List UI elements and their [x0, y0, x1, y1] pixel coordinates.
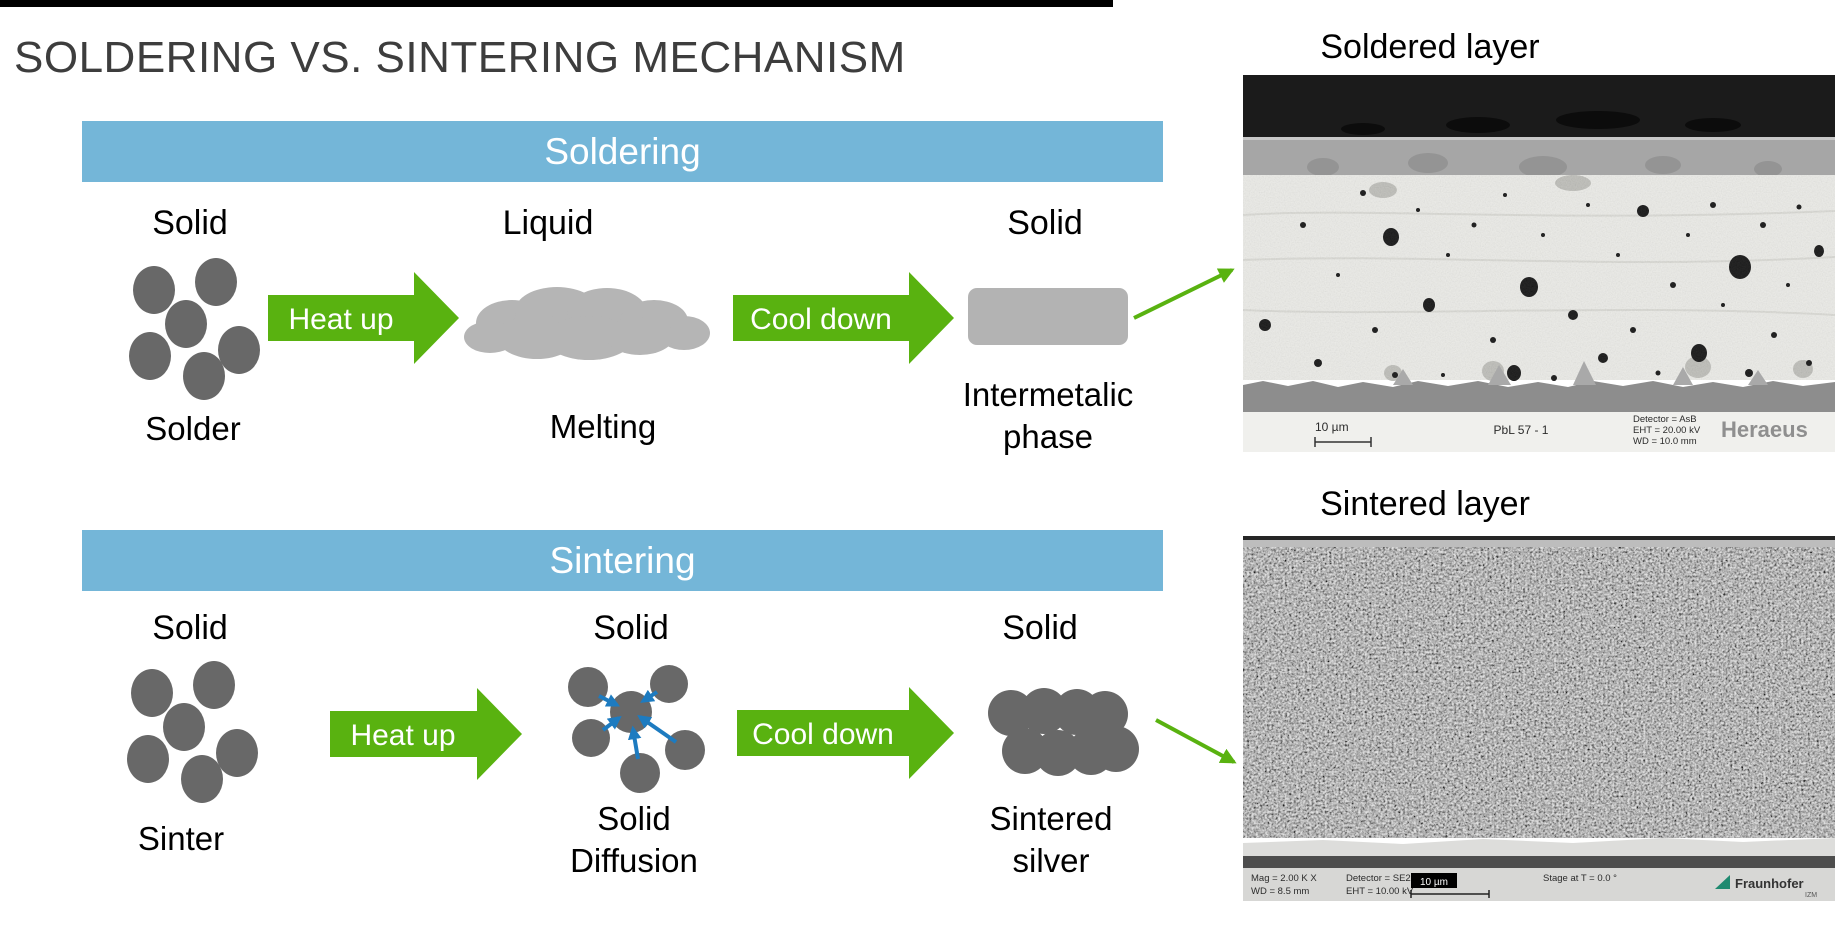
soldering-state-solid-1: Solid: [152, 204, 228, 242]
cool-down-arrow-sintering: Cool down: [737, 687, 954, 779]
sintering-caption-solid-diffusion: Solid Diffusion: [570, 800, 698, 879]
pointer-arrow-to-soldered: [1133, 268, 1235, 320]
sintering-state-solid-2: Solid: [593, 609, 669, 647]
sintering-state-solid-3: Solid: [1002, 609, 1078, 647]
sintered-silver-icon: [988, 688, 1139, 776]
soldered-sample-label: PbL 57 - 1: [1494, 423, 1549, 437]
sinter-particles-icon: [127, 661, 258, 803]
sintered-scale-label: 10 µm: [1420, 877, 1448, 888]
sintered-meta-block: Mag = 2.00 K X Detector = SE2 WD = 8.5 m…: [1251, 873, 1414, 897]
svg-text:WD = 8.5 mm: WD = 8.5 mm: [1251, 886, 1309, 897]
sintered-layer-title: Sintered layer: [1320, 485, 1530, 523]
solid-diffusion-icon: [568, 665, 705, 793]
svg-text:WD = 10.0 mm: WD = 10.0 mm: [1633, 436, 1697, 447]
heat-up-label-sintering: Heat up: [350, 719, 455, 752]
cool-down-label-sintering: Cool down: [752, 718, 894, 751]
soldering-caption-intermetalic-phase: Intermetalic phase: [962, 376, 1134, 455]
sintered-layer-sem-image: Mag = 2.00 K X Detector = SE2 WD = 8.5 m…: [1243, 536, 1835, 901]
pointer-arrow-to-sintered: [1155, 718, 1237, 764]
sintering-caption-sinter: Sinter: [137, 820, 225, 857]
cool-down-label-soldering: Cool down: [750, 303, 892, 336]
sintering-banner-label: Sintering: [549, 539, 696, 581]
diffusion-arrows-icon: [598, 689, 678, 760]
sintering-state-solid-1: Solid: [152, 609, 228, 647]
fraunhofer-logo: Fraunhofer IZM: [1715, 875, 1817, 899]
molten-solder-cloud-icon: [464, 287, 710, 360]
page-title: SOLDERING VS. SINTERING MECHANISM: [14, 33, 906, 82]
top-black-bar: [0, 0, 1113, 7]
svg-text:IZM: IZM: [1805, 892, 1817, 899]
svg-text:EHT = 10.00 kV: EHT = 10.00 kV: [1346, 886, 1414, 897]
intermetalic-phase-slab-icon: [968, 288, 1128, 345]
soldering-caption-melting: Melting: [549, 408, 657, 445]
sintered-stage-label: Stage at T = 0.0 °: [1543, 873, 1617, 884]
heat-up-label-soldering: Heat up: [288, 303, 393, 336]
soldered-meta-block: Detector = AsB EHT = 20.00 kV WD = 10.0 …: [1633, 414, 1701, 447]
heat-up-arrow-soldering: Heat up: [268, 272, 459, 364]
sintering-caption-sintered-silver: Sintered silver: [989, 800, 1113, 879]
soldering-state-liquid: Liquid: [502, 204, 594, 242]
heat-up-arrow-sintering: Heat up: [330, 688, 522, 780]
soldered-scale-label: 10 µm: [1315, 420, 1349, 434]
heraeus-logo: Heraeus: [1721, 417, 1808, 442]
solder-particles-icon: [129, 258, 260, 400]
sintering-banner: Sintering: [82, 530, 1163, 591]
svg-text:Fraunhofer: Fraunhofer: [1735, 876, 1804, 891]
soldering-caption-solder: Solder: [145, 410, 241, 447]
svg-text:Detector = AsB: Detector = AsB: [1633, 414, 1697, 425]
soldered-layer-title: Soldered layer: [1320, 28, 1540, 66]
svg-text:Mag = 2.00 K X: Mag = 2.00 K X: [1251, 873, 1317, 884]
svg-text:EHT = 20.00 kV: EHT = 20.00 kV: [1633, 425, 1701, 436]
cool-down-arrow-soldering: Cool down: [733, 272, 954, 364]
soldering-banner-label: Soldering: [544, 130, 701, 172]
soldering-banner: Soldering: [82, 121, 1163, 182]
soldering-state-solid-2: Solid: [1007, 204, 1083, 242]
soldered-layer-sem-image: 10 µm PbL 57 - 1 Detector = AsB EHT = 20…: [1243, 75, 1835, 452]
svg-text:Detector = SE2: Detector = SE2: [1346, 873, 1411, 884]
